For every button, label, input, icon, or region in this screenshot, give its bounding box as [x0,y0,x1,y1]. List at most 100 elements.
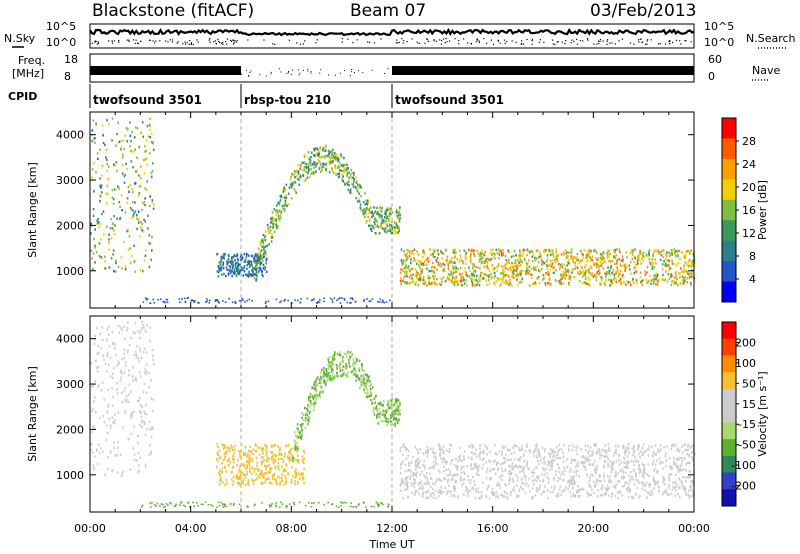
echo-cell [304,426,307,429]
echo-cell [224,465,226,469]
echo-cell [595,265,598,269]
echo-cell [462,478,464,482]
echo-cell [386,403,389,406]
echo-cell [329,159,331,162]
nsearch-dot [556,41,558,43]
echo-cell [104,260,106,263]
echo-cell [319,385,322,388]
echo-cell [436,277,438,281]
echo-cell [385,416,387,419]
echo-cell [228,264,231,268]
echo-cell [150,428,152,431]
echo-cell [415,459,418,462]
echo-cell [233,461,235,464]
echo-cell [461,259,463,262]
ground-scatter-cell [350,301,352,304]
echo-cell [120,148,122,151]
echo-cell [354,185,357,189]
echo-cell [151,235,153,239]
echo-cell [327,376,329,380]
echo-cell [309,175,311,178]
echo-cell [670,472,672,476]
echo-cell [258,266,261,270]
echo-cell [321,166,323,169]
echo-cell [671,262,674,265]
echo-cell [405,266,408,269]
nave-dot [387,68,389,70]
echo-cell [299,436,302,439]
echo-cell [397,231,399,234]
echo-cell [462,279,465,282]
echo-cell [566,465,569,469]
echo-cell [307,169,310,173]
echo-cell [562,274,565,278]
echo-cell [485,259,487,262]
echo-cell [386,408,389,411]
echo-cell [233,253,236,257]
echo-cell [685,250,688,253]
echo-cell [146,180,149,183]
echo-cell [252,453,255,456]
echo-cell [105,192,108,195]
echo-cell [553,476,555,480]
echo-cell [602,255,604,259]
echo-cell [232,272,235,275]
nave-dot [287,72,289,74]
echo-cell [640,252,642,255]
echo-cell [254,443,257,446]
echo-cell [93,466,95,470]
echo-cell [397,215,399,218]
echo-cell [639,456,641,459]
echo-cell [128,235,131,238]
echo-cell [674,281,677,285]
echo-cell [389,227,391,230]
echo-cell [152,358,154,361]
echo-cell [452,268,455,271]
nsearch-dot [596,43,598,45]
echo-cell [410,252,413,255]
echo-cell [659,462,661,465]
echo-cell [674,253,676,256]
nsearch-dot [373,42,376,44]
nsearch-dot [554,43,556,46]
nave-dot [350,71,352,73]
echo-cell [679,257,681,261]
echo-cell [587,253,590,257]
nsearch-dot [220,42,223,44]
echo-cell [127,349,129,352]
nave-dot [286,72,288,74]
echo-cell [390,406,392,410]
echo-cell [111,376,114,380]
echo-cell [474,465,476,468]
echo-cell [522,254,524,257]
echo-cell [343,171,346,174]
echo-cell [491,264,494,267]
echo-cell [328,360,330,364]
echo-cell [90,225,92,228]
echo-cell [117,411,120,414]
echo-cell [262,233,265,237]
echo-cell [392,418,395,421]
echo-cell [364,391,366,394]
echo-cell [638,464,640,467]
echo-cell [251,263,253,267]
echo-cell [516,272,519,275]
echo-cell [541,462,544,465]
echo-cell [262,274,264,278]
echo-cell [128,383,131,386]
echo-cell [146,428,148,431]
echo-cell [490,252,492,255]
echo-cell [532,451,534,454]
echo-cell [123,181,126,184]
ground-scatter-cell [317,301,319,303]
echo-cell [469,445,471,448]
echo-cell [272,225,275,229]
echo-cell [644,466,646,470]
echo-cell [526,269,528,273]
echo-cell [395,412,398,415]
nsearch-dot [165,40,167,42]
echo-cell [139,375,142,378]
echo-cell [331,153,333,156]
echo-cell [568,275,571,278]
nsearch-dot [397,42,399,44]
